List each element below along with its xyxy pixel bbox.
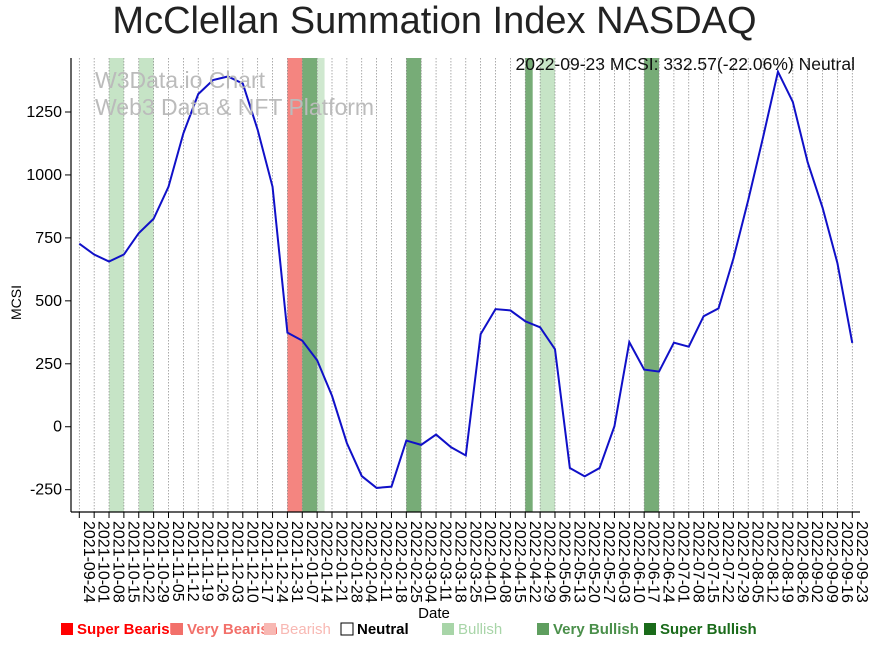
svg-text:2022-07-29: 2022-07-29 xyxy=(734,521,751,603)
svg-text:2022-03-04: 2022-03-04 xyxy=(422,521,439,603)
svg-text:2022-07-22: 2022-07-22 xyxy=(719,521,736,603)
svg-text:2022-05-27: 2022-05-27 xyxy=(600,521,617,603)
svg-text:2021-10-22: 2021-10-22 xyxy=(139,521,156,603)
svg-text:2021-10-08: 2021-10-08 xyxy=(110,521,127,603)
svg-text:2021-12-03: 2021-12-03 xyxy=(228,521,245,603)
svg-text:2022-02-18: 2022-02-18 xyxy=(392,521,409,603)
svg-text:2021-12-24: 2021-12-24 xyxy=(273,521,290,603)
svg-text:2021-10-29: 2021-10-29 xyxy=(154,521,171,603)
svg-text:2022-05-13: 2022-05-13 xyxy=(570,521,587,603)
svg-text:2022-04-15: 2022-04-15 xyxy=(511,521,528,603)
svg-text:Date: Date xyxy=(418,605,450,622)
svg-text:500: 500 xyxy=(35,293,62,310)
svg-text:750: 750 xyxy=(35,230,62,247)
svg-text:2021-12-17: 2021-12-17 xyxy=(258,521,275,603)
svg-text:2022-09-23: 2022-09-23 xyxy=(853,521,869,603)
svg-text:2021-12-10: 2021-12-10 xyxy=(243,521,260,603)
svg-text:2021-09-24: 2021-09-24 xyxy=(80,521,97,603)
svg-text:2022-04-22: 2022-04-22 xyxy=(526,521,543,603)
svg-text:2022-01-28: 2022-01-28 xyxy=(347,521,364,603)
svg-text:Very Bullish: Very Bullish xyxy=(553,621,639,638)
svg-text:2022-09-09: 2022-09-09 xyxy=(823,521,840,603)
svg-text:250: 250 xyxy=(35,356,62,373)
svg-text:2022-02-11: 2022-02-11 xyxy=(377,521,394,602)
svg-text:2021-10-15: 2021-10-15 xyxy=(124,521,141,603)
svg-text:2022-07-15: 2022-07-15 xyxy=(704,521,721,603)
svg-text:2021-11-26: 2021-11-26 xyxy=(214,521,231,602)
svg-text:2021-12-31: 2021-12-31 xyxy=(288,521,305,603)
svg-text:2022-03-11: 2022-03-11 xyxy=(437,521,454,602)
svg-text:2022-08-26: 2022-08-26 xyxy=(793,521,810,603)
svg-text:2021-11-05: 2021-11-05 xyxy=(169,521,186,602)
svg-text:2022-05-20: 2022-05-20 xyxy=(585,521,602,603)
svg-text:2022-07-01: 2022-07-01 xyxy=(674,521,691,603)
svg-text:2022-02-04: 2022-02-04 xyxy=(362,521,379,603)
svg-text:2021-11-12: 2021-11-12 xyxy=(184,521,201,602)
svg-text:2022-08-05: 2022-08-05 xyxy=(749,521,766,603)
svg-text:2022-08-19: 2022-08-19 xyxy=(778,521,795,603)
svg-text:1000: 1000 xyxy=(26,167,62,184)
svg-text:2022-01-07: 2022-01-07 xyxy=(303,521,320,603)
svg-text:2021-10-01: 2021-10-01 xyxy=(95,521,112,603)
svg-text:2022-05-06: 2022-05-06 xyxy=(555,521,572,603)
svg-text:1250: 1250 xyxy=(26,104,62,121)
svg-text:2022-03-25: 2022-03-25 xyxy=(466,521,483,603)
svg-text:2022-01-21: 2022-01-21 xyxy=(333,521,350,603)
svg-text:2022-03-18: 2022-03-18 xyxy=(451,521,468,603)
svg-text:Super Bearish: Super Bearish xyxy=(77,621,179,638)
svg-text:2022-01-14: 2022-01-14 xyxy=(318,521,335,603)
svg-text:0: 0 xyxy=(53,419,62,436)
svg-text:2022-09-16: 2022-09-16 xyxy=(838,521,855,603)
svg-text:2022-02-25: 2022-02-25 xyxy=(407,521,424,603)
svg-text:2022-06-03: 2022-06-03 xyxy=(615,521,632,603)
svg-text:Neutral: Neutral xyxy=(357,621,409,638)
svg-text:2022-07-08: 2022-07-08 xyxy=(689,521,706,603)
svg-text:2022-04-29: 2022-04-29 xyxy=(541,521,558,603)
svg-text:2022-06-17: 2022-06-17 xyxy=(645,521,662,603)
svg-text:2021-11-19: 2021-11-19 xyxy=(199,521,216,602)
svg-text:Bearish: Bearish xyxy=(280,621,331,638)
svg-text:2022-04-01: 2022-04-01 xyxy=(481,521,498,603)
svg-text:2022-08-12: 2022-08-12 xyxy=(764,521,781,603)
svg-text:2022-06-24: 2022-06-24 xyxy=(660,521,677,603)
svg-text:2022-06-10: 2022-06-10 xyxy=(630,521,647,603)
svg-text:Super Bullish: Super Bullish xyxy=(660,621,757,638)
svg-text:Bullish: Bullish xyxy=(458,621,502,638)
svg-text:2022-09-02: 2022-09-02 xyxy=(808,521,825,603)
svg-text:-250: -250 xyxy=(30,482,62,499)
svg-text:2022-04-08: 2022-04-08 xyxy=(496,521,513,603)
